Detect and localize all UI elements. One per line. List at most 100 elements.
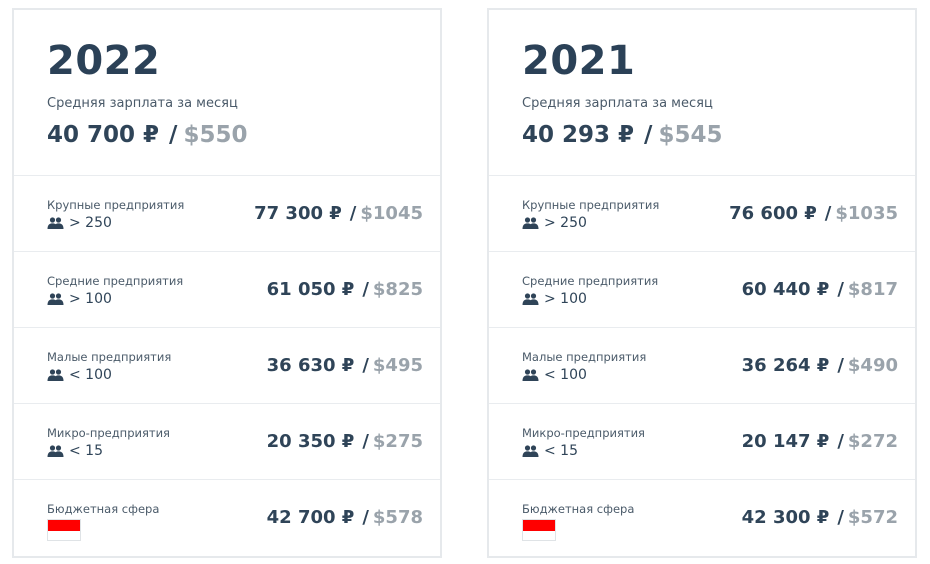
list-item: Малые предприятия < 100 36 264 ₽ / $490 [489, 328, 915, 404]
employee-count: > 100 [47, 291, 112, 307]
people-icon [47, 369, 64, 381]
average-salary-label: Средняя зарплата за месяц [47, 96, 238, 111]
enterprise-type: Микро-предприятия [522, 426, 645, 440]
average-salary-usd: $545 [658, 122, 723, 148]
enterprise-type: Средние предприятия [47, 274, 184, 288]
enterprise-type: Микро-предприятия [47, 426, 170, 440]
salary-separator: / [837, 507, 844, 528]
salary-separator: / [824, 203, 832, 224]
employee-count-label: > 250 [544, 215, 587, 231]
list-item: Бюджетная сфера 42 300 ₽ / $572 [489, 480, 915, 556]
list-item: Средние предприятия > 100 60 440 ₽ / $817 [489, 252, 915, 328]
average-salary: 40 700 ₽ / $550 [47, 122, 247, 148]
list-item: Средние предприятия > 100 61 050 ₽ / $825 [14, 252, 440, 328]
list-item: Малые предприятия < 100 36 630 ₽ / $495 [14, 328, 440, 404]
salary-separator: / [644, 122, 653, 148]
salary-separator: / [349, 203, 357, 224]
average-salary-usd: $550 [183, 122, 248, 148]
salary-usd: $817 [847, 279, 898, 300]
employee-count: > 250 [47, 215, 112, 231]
employee-count: < 15 [47, 443, 103, 459]
enterprise-type: Малые предприятия [522, 350, 647, 364]
salary-usd: $275 [372, 431, 423, 452]
enterprise-type: Средние предприятия [522, 274, 659, 288]
salary-separator: / [169, 122, 178, 148]
employee-count-label: < 15 [544, 443, 578, 459]
employee-count-label: > 100 [69, 291, 112, 307]
salary-card-2021: 2021 Средняя зарплата за месяц 40 293 ₽ /… [487, 8, 917, 558]
people-icon [47, 445, 64, 457]
row-salary: 76 600 ₽ / $1035 [729, 203, 898, 224]
enterprise-type: Крупные предприятия [47, 198, 185, 212]
employee-count-label: > 250 [69, 215, 112, 231]
salary-separator: / [837, 431, 844, 452]
salary-usd: $572 [847, 507, 898, 528]
employee-count: > 250 [522, 215, 587, 231]
salary-separator: / [362, 355, 369, 376]
people-icon [522, 293, 539, 305]
list-item: Микро-предприятия < 15 20 147 ₽ / $272 [489, 404, 915, 480]
year-title: 2022 [47, 38, 161, 84]
salary-usd: $272 [847, 431, 898, 452]
people-icon [522, 369, 539, 381]
salary-card-2022: 2022 Средняя зарплата за месяц 40 700 ₽ /… [12, 8, 442, 558]
salary-separator: / [362, 279, 369, 300]
salary-usd: $578 [372, 507, 423, 528]
people-icon [47, 217, 64, 229]
enterprise-type: Крупные предприятия [522, 198, 660, 212]
average-salary-rub: 40 700 ₽ [47, 122, 160, 148]
row-salary: 42 700 ₽ / $578 [267, 507, 423, 528]
salary-rub: 61 050 ₽ [266, 279, 355, 300]
salary-usd: $495 [372, 355, 423, 376]
list-item: Крупные предприятия > 250 76 600 ₽ / $1035 [489, 176, 915, 252]
employee-count: < 15 [522, 443, 578, 459]
people-icon [47, 293, 64, 305]
salary-rub: 77 300 ₽ [254, 203, 342, 224]
salary-usd: $1045 [360, 203, 423, 224]
row-salary: 77 300 ₽ / $1045 [254, 203, 423, 224]
employee-count-label: < 15 [69, 443, 103, 459]
row-salary: 60 440 ₽ / $817 [742, 279, 898, 300]
salary-rub: 60 440 ₽ [741, 279, 830, 300]
salary-separator: / [837, 279, 844, 300]
average-salary-rub: 40 293 ₽ [522, 122, 635, 148]
salary-rub: 42 700 ₽ [266, 507, 355, 528]
employee-count: < 100 [47, 367, 112, 383]
people-icon [522, 445, 539, 457]
employee-count-label: > 100 [544, 291, 587, 307]
row-salary: 36 264 ₽ / $490 [742, 355, 898, 376]
row-salary: 20 147 ₽ / $272 [742, 431, 898, 452]
salary-usd: $490 [847, 355, 898, 376]
employee-count: < 100 [522, 367, 587, 383]
list-item: Крупные предприятия > 250 77 300 ₽ / $1045 [14, 176, 440, 252]
enterprise-type: Малые предприятия [47, 350, 172, 364]
row-salary: 36 630 ₽ / $495 [267, 355, 423, 376]
employee-count-label: < 100 [544, 367, 587, 383]
year-title: 2021 [522, 38, 636, 84]
average-salary-label: Средняя зарплата за месяц [522, 96, 713, 111]
list-item: Бюджетная сфера 42 700 ₽ / $578 [14, 480, 440, 556]
flag-icon [47, 519, 81, 541]
card-header: 2021 Средняя зарплата за месяц 40 293 ₽ /… [489, 10, 915, 176]
list-item: Микро-предприятия < 15 20 350 ₽ / $275 [14, 404, 440, 480]
enterprise-type: Бюджетная сфера [522, 502, 635, 516]
row-salary: 20 350 ₽ / $275 [267, 431, 423, 452]
salary-rub: 76 600 ₽ [729, 203, 817, 224]
card-header: 2022 Средняя зарплата за месяц 40 700 ₽ /… [14, 10, 440, 176]
salary-rub: 36 630 ₽ [266, 355, 355, 376]
salary-usd: $1035 [835, 203, 898, 224]
average-salary: 40 293 ₽ / $545 [522, 122, 722, 148]
salary-rub: 42 300 ₽ [741, 507, 830, 528]
row-salary: 61 050 ₽ / $825 [267, 279, 423, 300]
salary-separator: / [837, 355, 844, 376]
salary-rub: 20 350 ₽ [266, 431, 355, 452]
salary-usd: $825 [372, 279, 423, 300]
salary-separator: / [362, 507, 369, 528]
employee-count: > 100 [522, 291, 587, 307]
salary-rub: 20 147 ₽ [741, 431, 830, 452]
salary-separator: / [362, 431, 369, 452]
enterprise-type: Бюджетная сфера [47, 502, 160, 516]
flag-icon [522, 519, 556, 541]
people-icon [522, 217, 539, 229]
employee-count-label: < 100 [69, 367, 112, 383]
